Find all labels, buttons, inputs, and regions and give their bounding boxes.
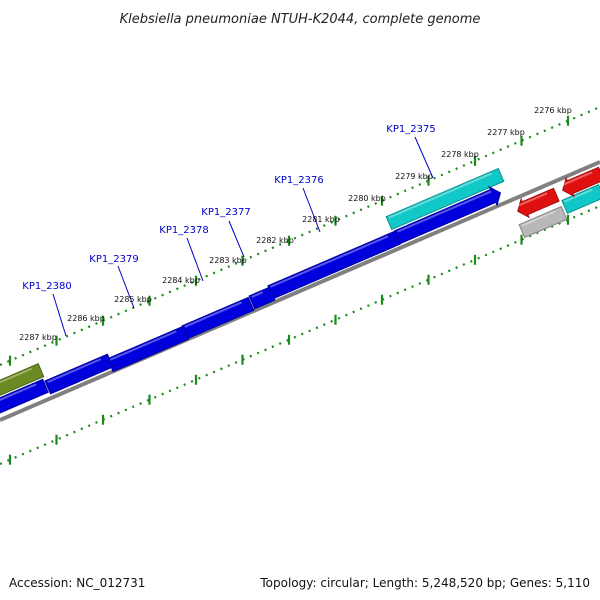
ruler-tick-label: 2280 kbp bbox=[348, 194, 386, 203]
gene-olive bbox=[0, 363, 45, 396]
gene-label-kp1-2378[interactable]: KP1_2378 bbox=[159, 225, 208, 236]
gene-kp1-2375 bbox=[385, 167, 505, 231]
gene-red-right bbox=[562, 166, 600, 198]
gene-label-kp1-2376[interactable]: KP1_2376 bbox=[274, 175, 323, 186]
gene-olive-highlight bbox=[0, 367, 33, 384]
gene-label-leader bbox=[186, 237, 204, 282]
ruler-tick-label: 2286 kbp bbox=[67, 314, 105, 323]
gene-grey-highlight bbox=[521, 210, 556, 227]
gene-kp1-2377-highlight bbox=[251, 291, 264, 298]
gene-label-leader bbox=[228, 220, 245, 258]
ruler-tick-label: 2282 kbp bbox=[256, 236, 294, 245]
gene-kp1-2378 bbox=[181, 296, 255, 340]
gene-kp1-2376-forward bbox=[394, 185, 502, 245]
gene-kp1-2375-highlight bbox=[388, 172, 493, 219]
gene-red-left-highlight bbox=[517, 192, 548, 207]
genome-title: Klebsiella pneumoniae NTUH-K2044, comple… bbox=[120, 12, 481, 27]
inner-ruler-ticks bbox=[8, 214, 570, 465]
gene-kp1-2380-highlight bbox=[47, 358, 102, 383]
inner-ruler-track bbox=[0, 204, 600, 466]
gene-kp1-2377 bbox=[248, 286, 276, 310]
outer-ruler-track bbox=[0, 105, 600, 367]
ruler-tick-label: 2277 kbp bbox=[487, 128, 525, 137]
gene-label-kp1-2377[interactable]: KP1_2377 bbox=[201, 207, 250, 218]
ruler-tick-label: 2276 kbp bbox=[534, 106, 572, 115]
gene-kp1-2381 bbox=[0, 378, 49, 414]
gene-cyan-right-highlight bbox=[564, 188, 593, 203]
gene-label-kp1-2375[interactable]: KP1_2375 bbox=[386, 124, 435, 135]
gene-label-leader bbox=[302, 187, 321, 233]
gene-label-leader bbox=[414, 136, 434, 179]
gene-kp1-2379 bbox=[106, 325, 190, 373]
gene-kp1-2381-highlight bbox=[0, 383, 37, 401]
gene-label-leader bbox=[117, 265, 135, 309]
gene-label-leader bbox=[52, 293, 67, 337]
ruler-tick-label: 2285 kbp bbox=[114, 295, 152, 304]
ruler-tick-label: 2283 kbp bbox=[209, 256, 247, 265]
gene-label-leaders bbox=[52, 136, 434, 337]
ruler-tick-label: 2284 kbp bbox=[162, 276, 200, 285]
gene-red-left bbox=[517, 187, 560, 219]
genome-backbone bbox=[0, 160, 600, 422]
ruler-tick-label: 2279 kbp bbox=[395, 172, 433, 181]
gene-label-kp1-2380[interactable]: KP1_2380 bbox=[22, 281, 71, 292]
ruler-tick-label: 2278 kbp bbox=[441, 150, 479, 159]
gene-kp1-2378-highlight bbox=[184, 301, 243, 328]
gene-kp1-2380 bbox=[44, 353, 114, 395]
gene-label-kp1-2379[interactable]: KP1_2379 bbox=[89, 254, 138, 265]
ruler-tick-label: 2281 kbp bbox=[302, 215, 340, 224]
outer-ruler-ticks bbox=[8, 115, 570, 366]
gene-kp1-2379-highlight bbox=[109, 330, 177, 361]
gene-red-right-highlight bbox=[562, 171, 593, 186]
gene-kp1-2376-highlight bbox=[270, 235, 389, 288]
gene-kp1-2376-forward-highlight bbox=[397, 190, 492, 233]
gene-grey bbox=[518, 205, 568, 239]
gene-cyan-right bbox=[561, 184, 600, 214]
topology-text: Topology: circular; Length: 5,248,520 bp… bbox=[260, 576, 590, 590]
accession-text: Accession: NC_012731 bbox=[9, 576, 146, 590]
ruler-tick-label: 2287 kbp bbox=[19, 333, 57, 342]
gene-features bbox=[0, 166, 600, 414]
